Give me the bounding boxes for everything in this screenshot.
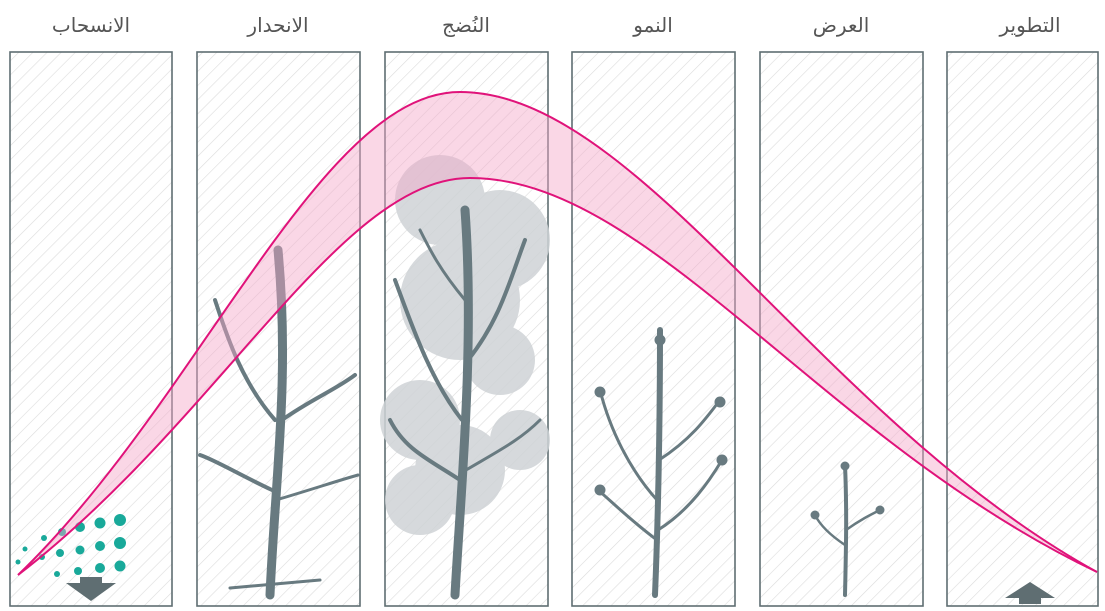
stage-label: النمو bbox=[632, 13, 673, 37]
stage-label: الانحدار bbox=[246, 13, 308, 37]
tree-introduction bbox=[810, 461, 885, 597]
arrow-up bbox=[1005, 582, 1055, 604]
tree-growth bbox=[594, 327, 728, 598]
panel-withdrawal bbox=[9, 51, 173, 607]
tree-decline bbox=[198, 245, 360, 600]
panel-introduction bbox=[759, 51, 924, 607]
arrow-down bbox=[66, 577, 116, 601]
stage-label: الانسحاب bbox=[52, 13, 130, 37]
tree-maturity bbox=[388, 205, 542, 600]
seed-dots bbox=[15, 514, 126, 577]
panel-growth bbox=[571, 51, 736, 607]
curve-upper bbox=[17, 90, 1098, 576]
curve-lower bbox=[17, 176, 1098, 576]
curve-band bbox=[18, 92, 1097, 575]
stage-label: العرض bbox=[813, 13, 870, 37]
panel-development bbox=[946, 51, 1099, 607]
stage-label: التطوير bbox=[998, 13, 1060, 37]
stage-label: النُضج bbox=[442, 13, 490, 37]
